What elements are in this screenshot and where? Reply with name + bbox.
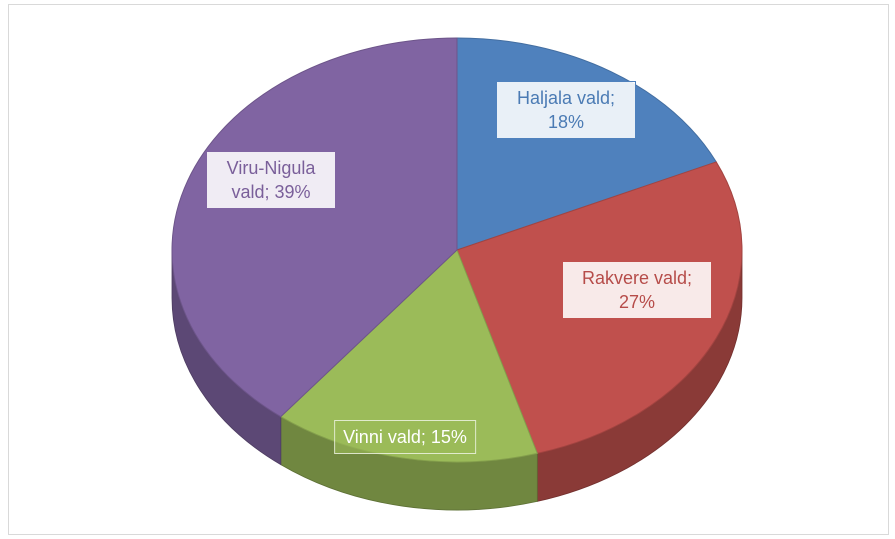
- data-label: Haljala vald; 18%: [496, 81, 636, 139]
- data-label: Vinni vald; 15%: [334, 420, 476, 454]
- slice: [171, 37, 458, 418]
- slice: [279, 249, 538, 463]
- data-label: Viru-Nigula vald; 39%: [206, 151, 336, 209]
- data-label: Rakvere vald; 27%: [562, 261, 712, 319]
